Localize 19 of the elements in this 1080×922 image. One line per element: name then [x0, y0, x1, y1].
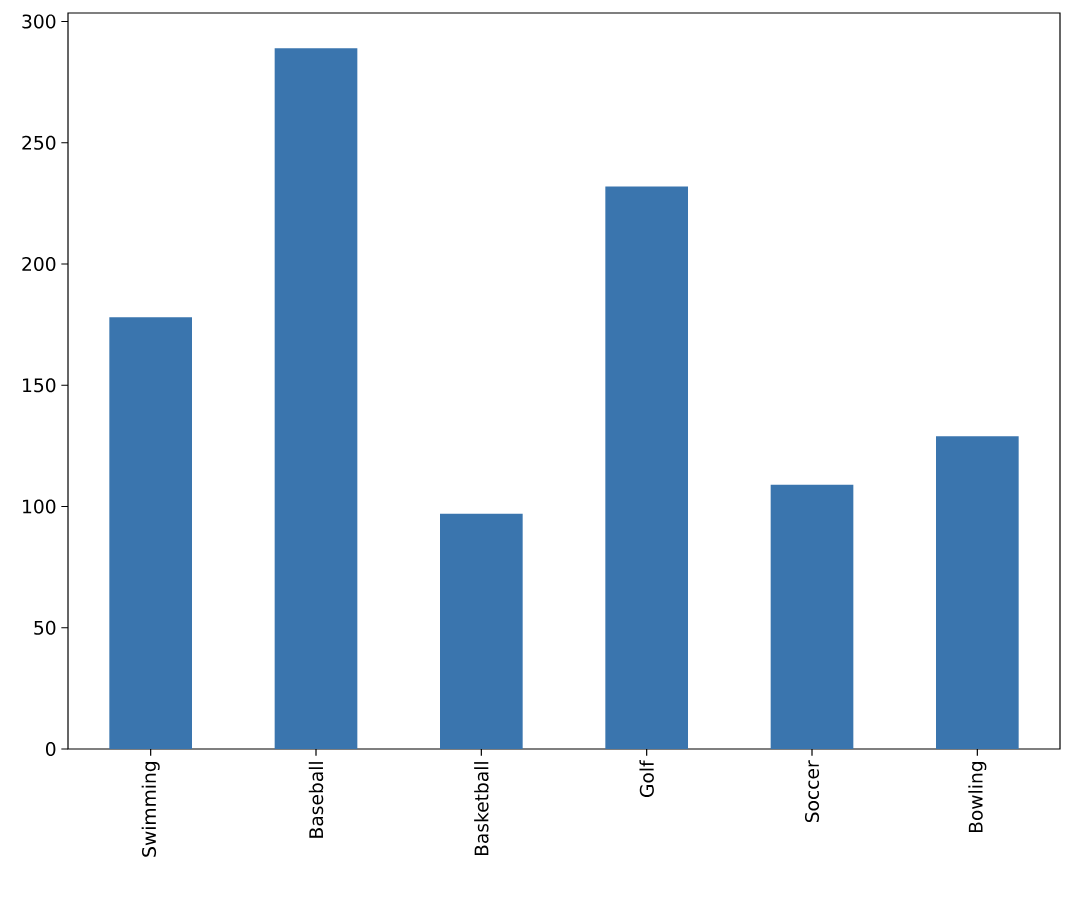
x-tick-label: Swimming	[141, 762, 160, 857]
y-tick-label: 300	[22, 14, 56, 29]
x-tick-label: Bowling	[968, 762, 987, 833]
bar	[109, 317, 192, 749]
y-tick-label: 200	[22, 256, 56, 272]
bar	[274, 48, 358, 749]
y-tick-label: 250	[22, 135, 56, 150]
y-tick-label: 150	[23, 378, 56, 393]
x-tick-label: Baseball	[308, 762, 324, 838]
bar	[936, 436, 1019, 749]
y-tick-label: 50	[34, 620, 56, 635]
y-tick-label: 0	[45, 741, 56, 757]
bar	[440, 513, 523, 749]
y-tick-label: 100	[23, 499, 56, 514]
x-tick-label: Soccer	[804, 760, 820, 823]
bar	[605, 186, 688, 749]
x-tick-label: Basketball	[474, 762, 489, 856]
x-tick-label: Golf	[639, 760, 654, 797]
bar	[770, 484, 854, 749]
